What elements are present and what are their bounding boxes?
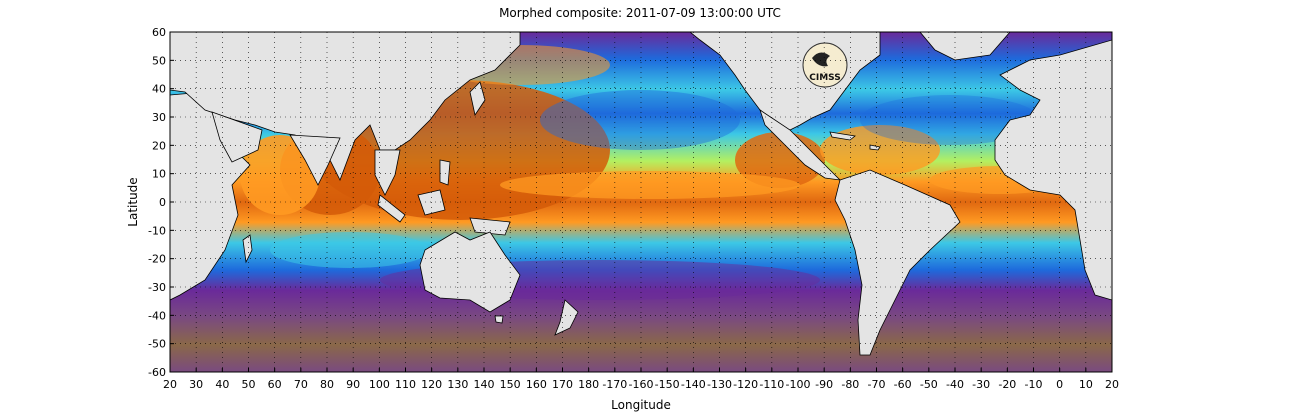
x-tick-label: -160	[629, 378, 654, 391]
y-tick-label: -40	[148, 309, 166, 322]
y-tick-label: 60	[152, 26, 166, 39]
y-tick-label: 30	[152, 111, 166, 124]
x-tick-label: -10	[1025, 378, 1043, 391]
x-tick-label: 140	[474, 378, 495, 391]
cimss-logo: CIMSS	[802, 42, 848, 88]
india-land	[289, 134, 341, 186]
y-tick-label: -60	[148, 366, 166, 379]
greenland-land	[919, 32, 1011, 61]
x-axis: 20 30 40 50 60 70 80 90 100 110 120 130 140 150 160 170…	[163, 368, 1119, 391]
x-tick-label: -80	[841, 378, 859, 391]
x-tick-label: 70	[294, 378, 308, 391]
land-masses	[170, 32, 1112, 356]
australia-land	[419, 231, 521, 313]
tasmania-land	[494, 315, 504, 324]
y-axis: 60 50 40 30 20 10 0 -10 -20 -30 -40 -50 -60	[148, 26, 174, 379]
x-tick-label: -90	[815, 378, 833, 391]
x-tick-label: -30	[972, 378, 990, 391]
x-tick-label: -20	[998, 378, 1016, 391]
x-tick-label: 120	[421, 378, 442, 391]
y-tick-label: 40	[152, 83, 166, 96]
europe-africa-east-land	[994, 39, 1112, 301]
y-tick-label: 10	[152, 168, 166, 181]
madagascar-land	[242, 234, 253, 264]
x-tick-label: 30	[189, 378, 203, 391]
philippines-land	[439, 159, 451, 186]
x-tick-label: 40	[215, 378, 229, 391]
x-tick-label: 160	[526, 378, 547, 391]
antilles-land	[869, 144, 881, 151]
x-tick-label: 110	[395, 378, 416, 391]
indochina-land	[374, 149, 401, 196]
x-tick-label: 130	[447, 378, 468, 391]
x-tick-label: -150	[655, 378, 680, 391]
x-axis-label: Longitude	[611, 398, 671, 412]
x-tick-label: 150	[500, 378, 521, 391]
x-tick-label: -170	[602, 378, 627, 391]
new-guinea-land	[469, 217, 511, 236]
x-tick-label: -100	[786, 378, 811, 391]
japan-land	[469, 81, 486, 117]
x-tick-label: 0	[1056, 378, 1063, 391]
plot-area: CIMSS	[170, 32, 1112, 372]
x-tick-label: 10	[1079, 378, 1093, 391]
x-tick-label: -120	[733, 378, 758, 391]
y-axis-label: Latitude	[126, 177, 140, 226]
arabia-land	[211, 111, 263, 163]
y-tick-label: -30	[148, 281, 166, 294]
y-tick-label: 50	[152, 54, 166, 67]
x-tick-label: 100	[369, 378, 390, 391]
x-tick-label: -60	[894, 378, 912, 391]
map-title: Morphed composite: 2011-07-09 13:00:00 U…	[499, 6, 781, 20]
x-tick-label: 20	[1105, 378, 1119, 391]
y-tick-label: 20	[152, 139, 166, 152]
x-tick-label: -140	[681, 378, 706, 391]
x-tick-label: 90	[346, 378, 360, 391]
y-tick-label: -50	[148, 338, 166, 351]
x-tick-label: -110	[759, 378, 784, 391]
cimss-logo-swirl	[812, 52, 830, 67]
x-tick-label: 180	[578, 378, 599, 391]
cimss-logo-text: CIMSS	[809, 73, 840, 83]
grid-lines	[170, 32, 1112, 372]
new-zealand-land	[554, 299, 579, 336]
x-tick-label: 170	[552, 378, 573, 391]
x-tick-label: -50	[920, 378, 938, 391]
x-tick-label: -70	[868, 378, 886, 391]
x-tick-label: 20	[163, 378, 177, 391]
sumatra-land	[377, 194, 406, 223]
south-america-land	[834, 169, 961, 356]
x-tick-label: 60	[268, 378, 282, 391]
y-tick-label: -10	[148, 224, 166, 237]
x-tick-label: -40	[946, 378, 964, 391]
cuba-land	[829, 131, 856, 141]
y-tick-label: -20	[148, 253, 166, 266]
x-tick-label: 80	[320, 378, 334, 391]
x-tick-label: -130	[707, 378, 732, 391]
y-tick-label: 0	[159, 196, 166, 209]
central-america-land	[759, 109, 842, 181]
x-tick-label: 50	[242, 378, 256, 391]
